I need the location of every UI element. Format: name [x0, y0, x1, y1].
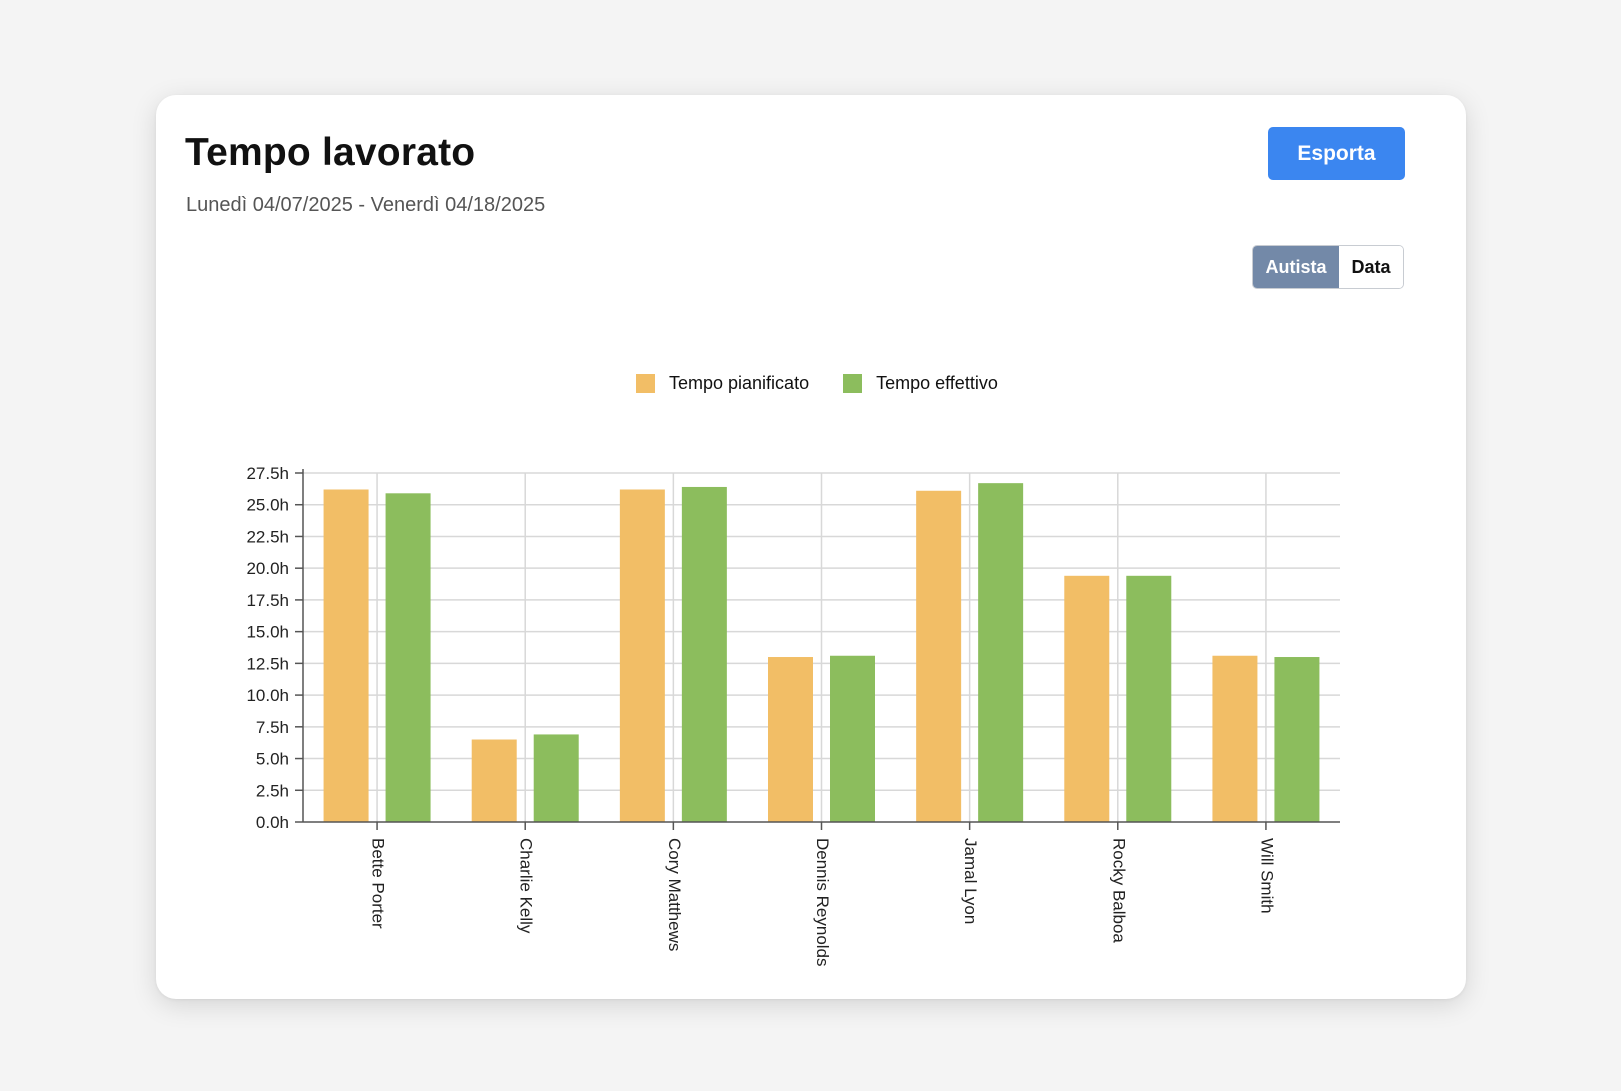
- bar-chart: 0.0h 2.5h 5.0h 7.5h 10.0h 12.5h 15.0h 17.5h 20.0…: [246, 464, 1340, 967]
- y-tick-label: 20.0h: [246, 559, 289, 578]
- x-category-label: Cory Matthews: [665, 838, 684, 951]
- bar-planned-charlie-kelly: [471, 739, 517, 822]
- export-button[interactable]: Esporta: [1268, 127, 1405, 180]
- legend-item-actual[interactable]: Tempo effettivo: [843, 373, 998, 394]
- y-tick-label: 15.0h: [246, 623, 289, 642]
- view-toggle: Autista Data: [1252, 245, 1404, 289]
- x-category-label: Bette Porter: [369, 838, 388, 929]
- bar-planned-cory-matthews: [619, 489, 665, 822]
- x-category-label: Rocky Balboa: [1109, 838, 1128, 943]
- toggle-autista-button[interactable]: Autista: [1253, 246, 1339, 288]
- bar-actual-bette-porter: [385, 493, 431, 822]
- y-tick-label: 10.0h: [246, 686, 289, 705]
- y-tick-label: 2.5h: [256, 781, 289, 800]
- legend-swatch-actual: [843, 374, 863, 393]
- bar-actual-jamal-lyon: [978, 483, 1024, 822]
- y-tick-label: 27.5h: [246, 464, 289, 483]
- y-tick-label: 22.5h: [246, 527, 289, 546]
- bar-planned-will-smith: [1212, 655, 1258, 822]
- bar-planned-rocky-balboa: [1064, 575, 1110, 822]
- y-tick-label: 25.0h: [246, 496, 289, 515]
- bar-planned-dennis-reynolds: [768, 657, 813, 822]
- bar-actual-will-smith: [1274, 657, 1320, 822]
- report-card: Tempo lavorato Lunedì 04/07/2025 - Vener…: [156, 95, 1466, 999]
- bar-actual-rocky-balboa: [1126, 575, 1172, 822]
- x-category-label: Charlie Kelly: [517, 838, 536, 934]
- legend-label-actual: Tempo effettivo: [876, 373, 998, 393]
- x-category-label: Will Smith: [1257, 838, 1276, 914]
- bar-planned-jamal-lyon: [916, 490, 962, 822]
- y-tick-label: 7.5h: [256, 718, 289, 737]
- x-category-label: Dennis Reynolds: [813, 838, 832, 967]
- bar-planned-bette-porter: [323, 489, 369, 822]
- bar-actual-charlie-kelly: [533, 734, 579, 822]
- y-tick-label: 5.0h: [256, 750, 289, 769]
- y-tick-label: 17.5h: [246, 591, 289, 610]
- legend-label-planned: Tempo pianificato: [669, 373, 810, 393]
- chart-legend: Tempo pianificato Tempo effettivo: [636, 373, 1032, 394]
- legend-swatch-planned: [636, 374, 655, 393]
- page-title: Tempo lavorato: [185, 131, 476, 174]
- y-tick-label: 0.0h: [256, 813, 289, 832]
- toggle-data-button[interactable]: Data: [1339, 246, 1403, 288]
- bar-actual-cory-matthews: [681, 486, 727, 822]
- x-category-label: Jamal Lyon: [961, 838, 980, 924]
- bar-actual-dennis-reynolds: [830, 655, 875, 822]
- legend-item-planned[interactable]: Tempo pianificato: [636, 373, 809, 394]
- y-tick-label: 12.5h: [246, 654, 289, 673]
- date-range-subtitle: Lunedì 04/07/2025 - Venerdì 04/18/2025: [186, 194, 546, 216]
